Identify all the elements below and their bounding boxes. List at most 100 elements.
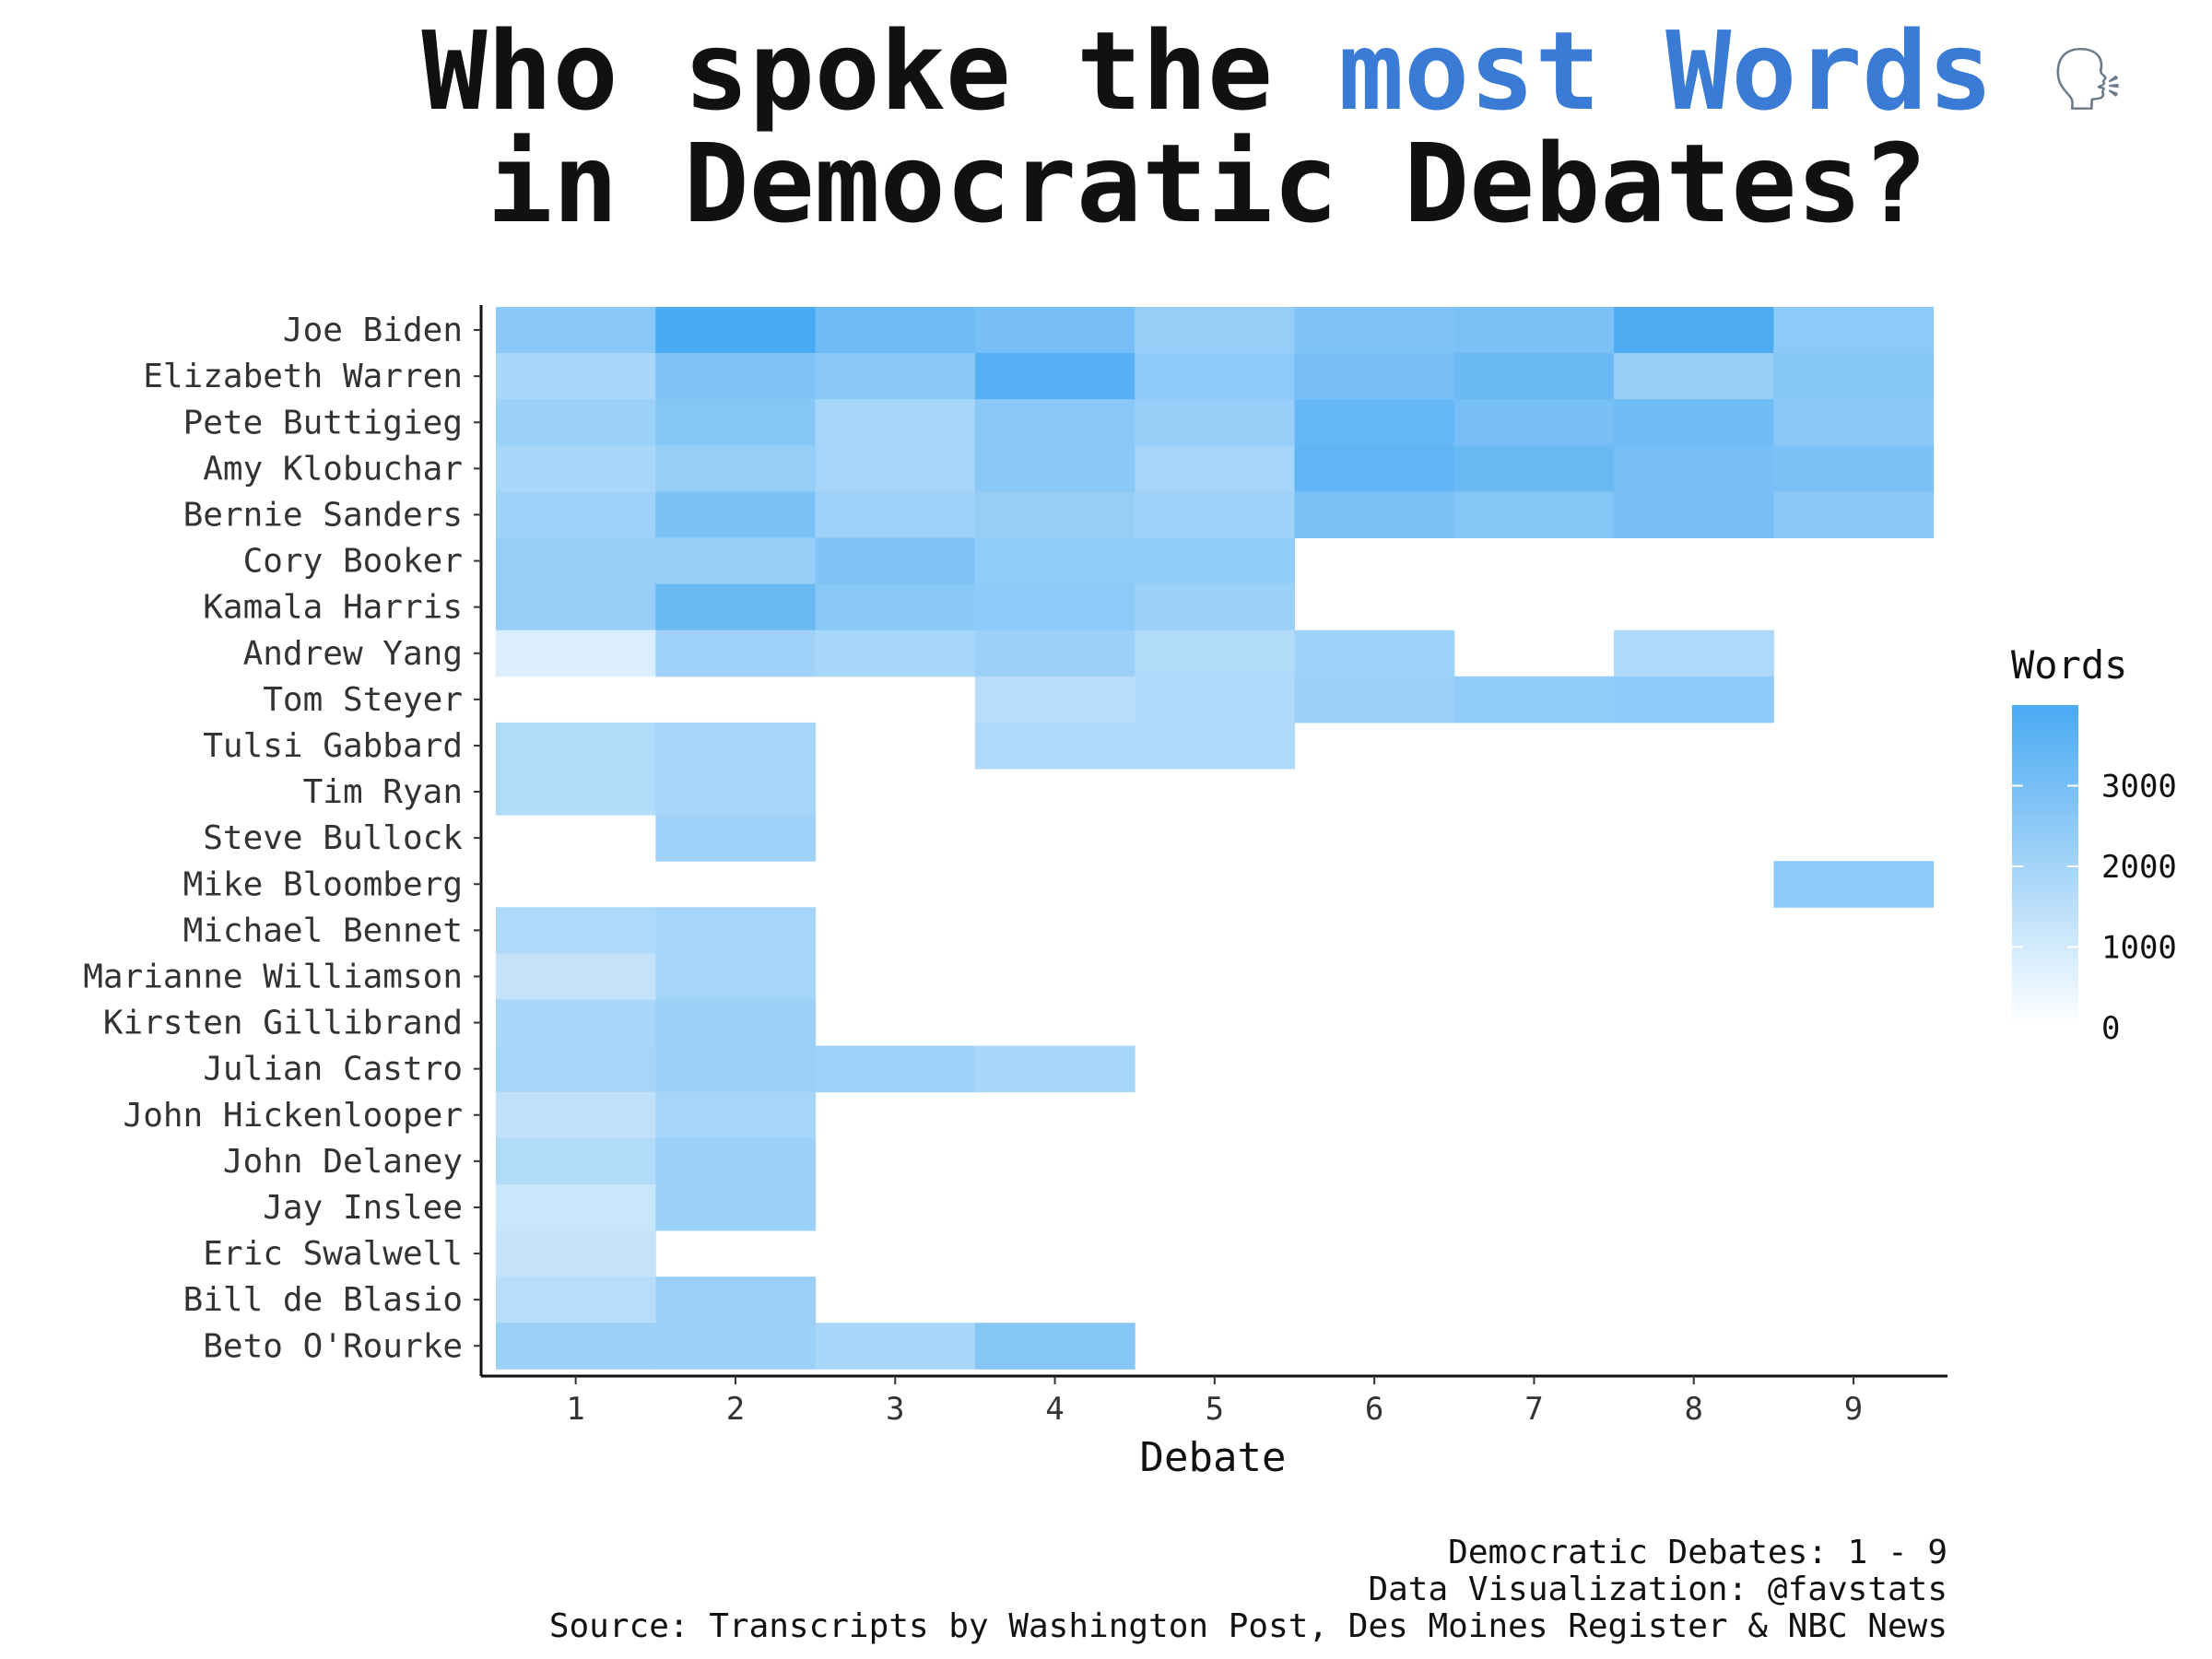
x-tick-label: 9 <box>1844 1391 1863 1428</box>
y-axis-ticks: Joe Biden Elizabeth Warren Pete Buttigieg A… <box>83 312 481 1365</box>
y-tick-label: Michael Bennet <box>183 912 463 949</box>
heatmap-cell <box>496 1230 656 1277</box>
heatmap-cell <box>1135 491 1295 538</box>
y-tick-label: Andrew Yang <box>243 635 463 673</box>
heatmap-cell <box>496 307 656 354</box>
heatmap-cell <box>974 629 1135 677</box>
heatmap-cell <box>655 399 817 446</box>
y-tick-label: Jay Inslee <box>263 1189 463 1227</box>
caption: Democratic Debates: 1 - 9 Data Visualiza… <box>549 1534 1947 1645</box>
heatmap-cell <box>655 907 817 954</box>
heatmap-cell <box>1135 399 1295 446</box>
heatmap-cell <box>1294 676 1455 724</box>
y-tick-label: Mike Bloomberg <box>183 865 463 903</box>
heatmap-cell <box>496 1137 656 1185</box>
heatmap-cell <box>1135 307 1295 354</box>
heatmap-cell <box>496 907 656 954</box>
heatmap-cell <box>496 399 656 446</box>
heatmap-cell <box>815 353 976 400</box>
y-tick-label: Tim Ryan <box>303 773 463 811</box>
heatmap-cell <box>655 1045 817 1093</box>
caption-line-1: Democratic Debates: 1 - 9 <box>1448 1534 1947 1571</box>
y-tick-label: Joe Biden <box>283 312 463 349</box>
y-tick-label: John Delaney <box>223 1143 463 1181</box>
heatmap-cell <box>655 1183 817 1231</box>
heatmap-cell <box>655 953 817 1000</box>
y-tick-label: Cory Booker <box>243 543 463 581</box>
x-tick-label: 2 <box>726 1391 745 1428</box>
heatmap-cell <box>655 1091 817 1139</box>
heatmap-cell <box>496 629 656 677</box>
heatmap-cell <box>496 769 656 816</box>
chart-title-highlight: most Words <box>1338 7 1993 135</box>
x-axis-ticks: 1 2 3 4 5 6 7 8 9 <box>566 1376 1863 1428</box>
y-tick-label: John Hickenlooper <box>124 1097 463 1135</box>
heatmap-cell <box>1614 676 1774 724</box>
heatmap-cell <box>1294 353 1455 400</box>
heatmap-cell <box>655 722 817 770</box>
y-tick-label: Kamala Harris <box>203 589 463 627</box>
x-tick-label: 8 <box>1685 1391 1703 1428</box>
chart-title-line2: in Democratic Debates? <box>488 120 1928 247</box>
heatmap-cell <box>655 999 817 1047</box>
speaking-head-icon: 🗣 <box>2049 46 2126 113</box>
x-axis-title: Debate <box>1140 1434 1287 1481</box>
y-tick-label: Kirsten Gillibrand <box>103 1005 463 1042</box>
heatmap-cell <box>815 399 976 446</box>
heatmap-cell <box>1773 491 1935 538</box>
heatmap-cell <box>655 491 817 538</box>
legend-tick-label: 3000 <box>2101 769 2177 806</box>
heatmap-cell <box>1453 399 1615 446</box>
heatmap-cell <box>1294 445 1455 492</box>
heatmap-cell <box>1135 353 1295 400</box>
heatmap-cell <box>496 722 656 770</box>
heatmap-cell <box>655 629 817 677</box>
heatmap-cell <box>496 583 656 631</box>
heatmap-cell <box>496 491 656 538</box>
legend-ticks: 0 1000 2000 3000 <box>2012 769 2177 1047</box>
caption-line-3: Source: Transcripts by Washington Post, … <box>549 1607 1947 1645</box>
heatmap-cell <box>1135 722 1295 770</box>
heatmap-cell <box>655 537 817 585</box>
heatmap-cell <box>1614 629 1774 677</box>
heatmap-cell <box>815 1045 976 1093</box>
heatmap-cell <box>655 353 817 400</box>
y-tick-label: Amy Klobuchar <box>203 450 463 488</box>
heatmap-cell <box>815 445 976 492</box>
heatmap-cell <box>1135 537 1295 585</box>
heatmap-cell <box>974 399 1135 446</box>
x-tick-label: 7 <box>1524 1391 1543 1428</box>
heatmap-cell <box>655 445 817 492</box>
y-tick-label: Marianne Williamson <box>83 958 463 995</box>
y-tick-label: Tulsi Gabbard <box>203 727 463 765</box>
heatmap-cell <box>974 491 1135 538</box>
legend-title: Words <box>2011 642 2127 688</box>
heatmap-cell <box>974 676 1135 724</box>
chart-title-line1: Who spoke the most Words <box>421 7 1993 135</box>
heatmap-cell <box>1614 445 1774 492</box>
heatmap-cell <box>1773 861 1935 908</box>
heatmap-cells <box>496 307 1935 1370</box>
heatmap-cell <box>655 1137 817 1185</box>
x-tick-label: 4 <box>1045 1391 1064 1428</box>
heatmap-cell <box>815 1323 976 1370</box>
x-tick-label: 3 <box>886 1391 904 1428</box>
heatmap-cell <box>1135 676 1295 724</box>
chart-title-prefix: Who spoke the <box>421 7 1338 135</box>
y-tick-label: Pete Buttigieg <box>183 404 463 441</box>
heatmap-cell <box>1614 491 1774 538</box>
heatmap-cell <box>655 1323 817 1370</box>
heatmap-cell <box>1453 307 1615 354</box>
heatmap-cell <box>655 769 817 816</box>
legend-tick-label: 2000 <box>2101 849 2177 886</box>
x-tick-label: 1 <box>566 1391 584 1428</box>
heatmap-cell <box>974 537 1135 585</box>
heatmap-cell <box>496 1045 656 1093</box>
heatmap-cell <box>496 1323 656 1370</box>
legend-tick-label: 1000 <box>2101 930 2177 967</box>
heatmap-cell <box>815 537 976 585</box>
heatmap-cell <box>974 1045 1135 1093</box>
heatmap-cell <box>974 445 1135 492</box>
x-tick-label: 5 <box>1206 1391 1224 1428</box>
